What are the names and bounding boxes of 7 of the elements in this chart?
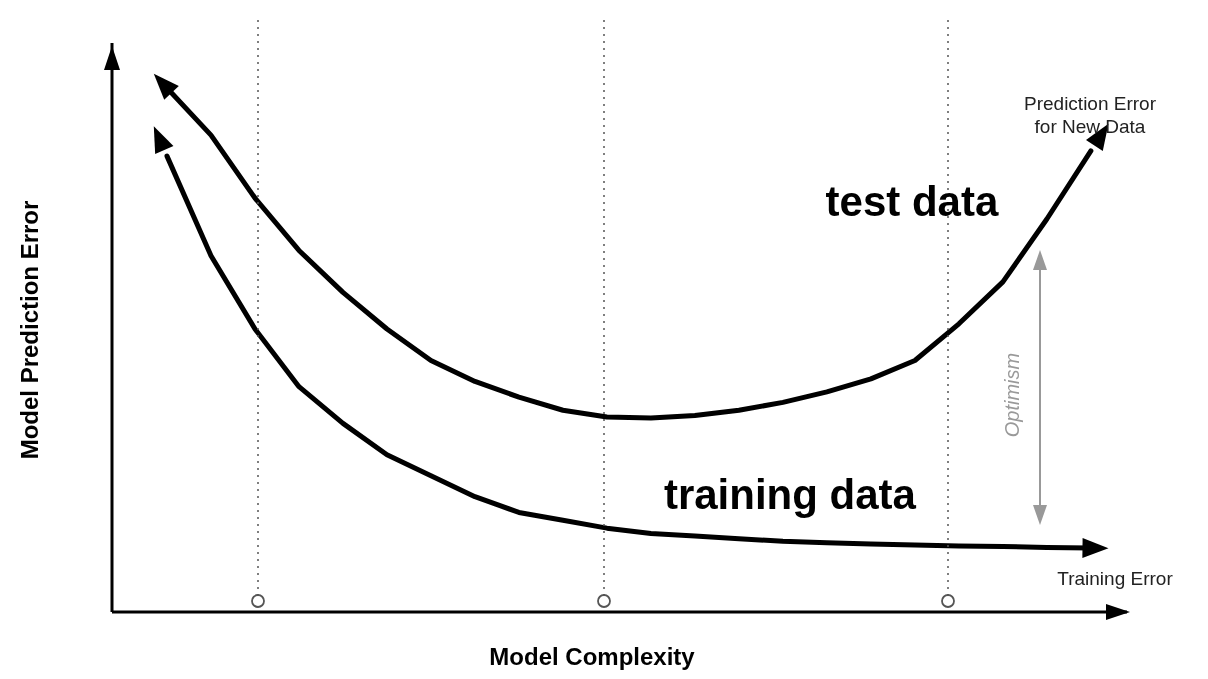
annotation: Prediction Error for New Data — [1024, 93, 1157, 138]
series-label: training data — [663, 470, 917, 518]
annotation: Training Error — [1057, 567, 1174, 589]
annotation: Optimism — [1001, 352, 1023, 438]
x-axis-title: Model Complexity — [489, 643, 696, 670]
series-label: test data — [825, 177, 999, 225]
y-axis-title: Model Prediction Error — [16, 200, 43, 460]
